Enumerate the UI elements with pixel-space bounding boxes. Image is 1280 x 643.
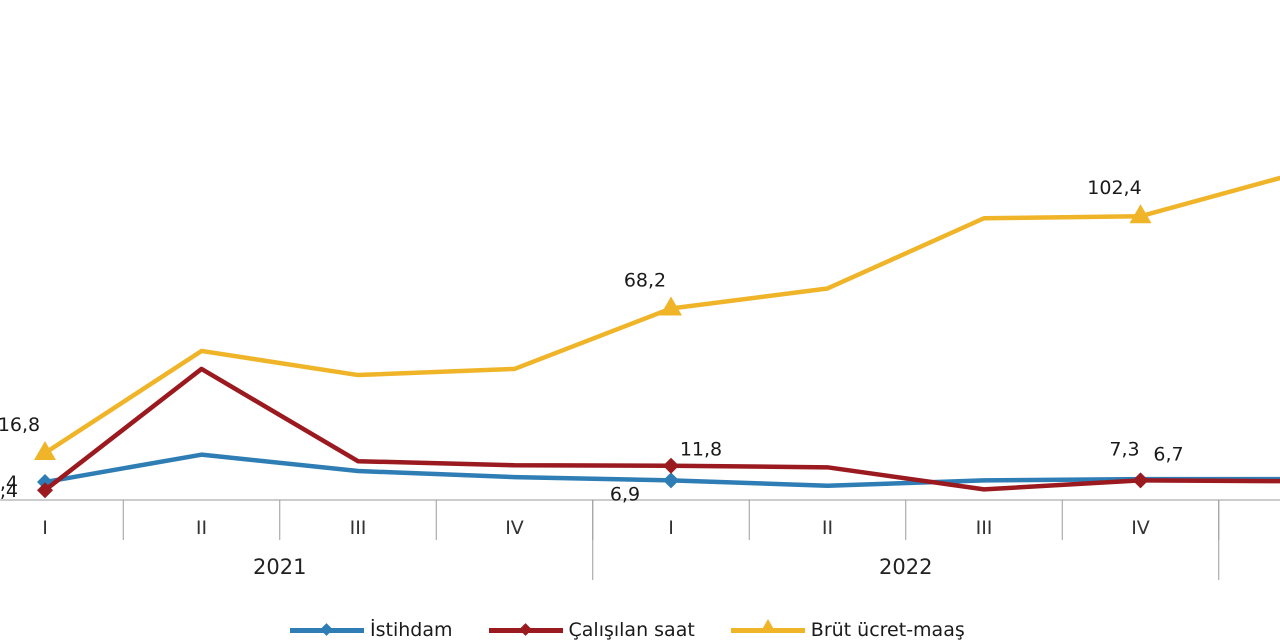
legend-swatch-istihdam [290, 622, 364, 636]
diamond-marker-icon [320, 622, 333, 636]
data-label: 102,4 [1087, 177, 1141, 199]
legend-label-calisilan-saat: Çalışılan saat [568, 619, 695, 641]
series-line-c-al-s-lan-saat [42, 366, 1280, 493]
data-label: 16,8 [0, 414, 40, 436]
series-bru-t-u-cret-maas [34, 175, 1280, 461]
triangle-marker-icon [759, 618, 776, 633]
data-point [34, 441, 56, 461]
data-point [660, 296, 682, 316]
legend-swatch-calisilan-saat [488, 622, 563, 636]
year-label: 2022 [879, 555, 932, 579]
x-tick-label: II [822, 517, 833, 539]
data-label: 6,9 [610, 483, 640, 505]
x-tick-label: I [42, 517, 48, 539]
x-tick-label: III [350, 517, 367, 539]
data-label: 4,4 [0, 472, 18, 494]
x-axis: IIIIIIIVIIIIIIIVI202120222 [0, 499, 1280, 580]
legend: İstihdam Çalışılan saat Brüt ücret-maaş [290, 617, 1001, 643]
data-point [663, 472, 679, 489]
data-point [1129, 204, 1152, 224]
data-point [37, 482, 53, 499]
x-tick-label: IV [1131, 517, 1150, 539]
year-label: 2021 [253, 555, 306, 579]
x-tick-label: II [196, 517, 207, 539]
diamond-marker-icon [518, 622, 532, 636]
data-label: 11,8 [680, 439, 722, 461]
data-label: 68,2 [624, 269, 666, 291]
x-tick-label: III [976, 517, 993, 539]
data-point [663, 457, 679, 474]
legend-item-calisilan-saat: Çalışılan saat [488, 619, 695, 641]
plot-area [34, 175, 1280, 499]
data-point [1132, 472, 1149, 489]
x-tick-label: IV [505, 517, 524, 539]
legend-item-brut-ucret-maas: Brüt ücret-maaş [730, 618, 965, 641]
legend-item-istihdam: İstihdam [290, 619, 453, 641]
data-labels: 4,4 6,9 2,4 11,8 7,3 6,7 16,8 68,2 102,4 [0, 177, 1184, 505]
x-tick-label: I [668, 517, 674, 539]
series-c-al-s-lan-saat [37, 366, 1280, 499]
data-label: 6,7 [1153, 443, 1183, 465]
legend-swatch-brut-ucret-maas [730, 618, 805, 633]
legend-label-brut-ucret-maas: Brüt ücret-maaş [810, 619, 965, 641]
data-label: 7,3 [1109, 438, 1139, 460]
data-label: 2,4 [0, 480, 18, 502]
legend-label-istihdam: İstihdam [370, 619, 453, 641]
